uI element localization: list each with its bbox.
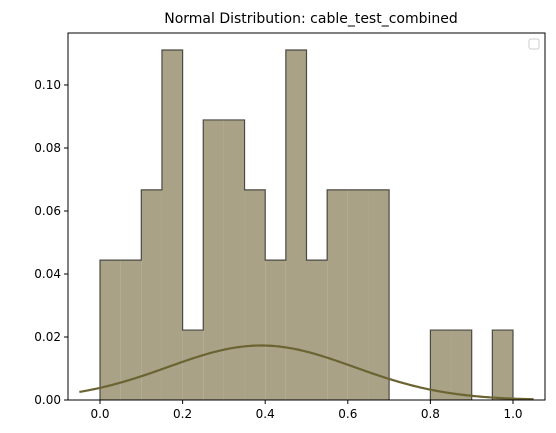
- normal-curve: [79, 344, 534, 401]
- y-axis: 0.00 0.02 0.04 0.06 0.08 0.10: [34, 78, 68, 407]
- histogram-bar: [306, 260, 328, 400]
- histogram-bar: [244, 189, 266, 400]
- y-tick-label: 0.02: [34, 330, 61, 344]
- x-tick-label: 0.2: [173, 407, 192, 421]
- y-tick-label: 0.10: [34, 78, 61, 92]
- y-tick-label: 0.04: [34, 267, 61, 281]
- histogram-bar: [265, 260, 286, 400]
- histogram-bar: [120, 260, 142, 400]
- y-tick-label: 0.06: [34, 204, 61, 218]
- histogram-bar: [285, 50, 307, 400]
- histogram-bar: [100, 260, 121, 400]
- histogram-bar: [451, 330, 472, 400]
- y-tick-label: 0.08: [34, 141, 61, 155]
- histogram-bar: [161, 50, 183, 400]
- x-tick-label: 0.4: [256, 407, 275, 421]
- histogram-bars: [99, 49, 514, 400]
- legend-box: [528, 38, 540, 50]
- x-tick-label: 0.0: [90, 407, 109, 421]
- histogram-bar: [347, 189, 369, 400]
- x-axis: 0.0 0.2 0.4 0.6 0.8 1.0: [90, 400, 523, 421]
- histogram-bar: [223, 119, 245, 400]
- histogram-bar: [203, 119, 224, 400]
- x-tick-label: 0.8: [421, 407, 440, 421]
- histogram-bar: [368, 189, 390, 400]
- y-tick-label: 0.00: [34, 393, 61, 407]
- histogram-bar: [492, 330, 513, 400]
- histogram-bar: [327, 189, 348, 400]
- histogram-bar: [141, 189, 162, 400]
- histogram-outline: [99, 49, 514, 400]
- x-tick-label: 1.0: [503, 407, 522, 421]
- chart-title: Normal Distribution: cable_test_combined: [164, 11, 458, 27]
- histogram-bar: [430, 330, 452, 400]
- plot-frame: [67, 32, 546, 401]
- histogram-bar: [182, 330, 204, 400]
- x-tick-label: 0.6: [338, 407, 357, 421]
